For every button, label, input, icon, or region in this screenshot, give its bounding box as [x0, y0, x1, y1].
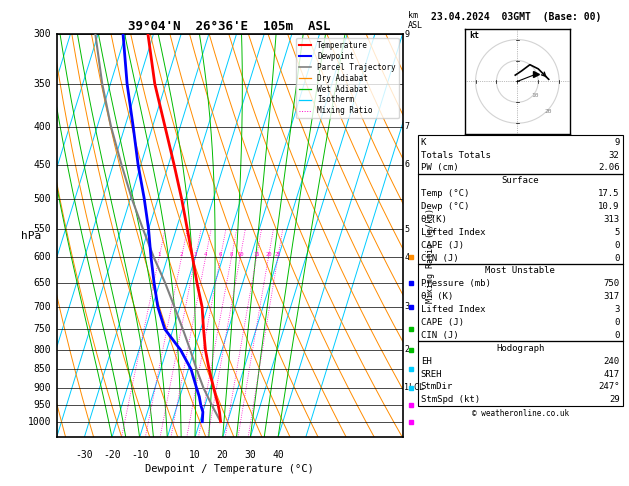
Text: hPa: hPa: [21, 231, 41, 241]
Text: CIN (J): CIN (J): [421, 331, 459, 340]
Text: 800: 800: [34, 345, 52, 355]
Text: 6: 6: [219, 252, 222, 257]
Text: 20: 20: [265, 252, 272, 257]
Text: 750: 750: [603, 279, 620, 288]
Text: 750: 750: [34, 324, 52, 334]
Text: -30: -30: [75, 450, 93, 459]
Text: 2: 2: [404, 346, 409, 354]
Text: PW (cm): PW (cm): [421, 163, 459, 173]
Text: 0: 0: [614, 241, 620, 250]
Text: 700: 700: [34, 302, 52, 312]
Text: 2.06: 2.06: [598, 163, 620, 173]
Text: K: K: [421, 138, 426, 147]
Text: θᵉ(K): θᵉ(K): [421, 215, 448, 224]
Text: 17.5: 17.5: [598, 189, 620, 198]
Text: 300: 300: [34, 29, 52, 39]
Text: 417: 417: [603, 369, 620, 379]
Text: 950: 950: [34, 400, 52, 410]
Text: 3: 3: [614, 305, 620, 314]
Text: Lifted Index: Lifted Index: [421, 228, 486, 237]
Text: 317: 317: [603, 292, 620, 301]
Text: 9: 9: [614, 138, 620, 147]
Text: 30: 30: [245, 450, 256, 459]
Text: kt: kt: [469, 31, 479, 39]
Text: Temp (°C): Temp (°C): [421, 189, 469, 198]
Text: 40: 40: [272, 450, 284, 459]
Text: 4: 4: [204, 252, 207, 257]
Text: Dewp (°C): Dewp (°C): [421, 202, 469, 211]
Text: 15: 15: [253, 252, 260, 257]
Text: 6: 6: [404, 160, 409, 169]
Text: Mixing Ratio (g/kg): Mixing Ratio (g/kg): [426, 208, 435, 303]
Text: 850: 850: [34, 364, 52, 374]
Text: Dewpoint / Temperature (°C): Dewpoint / Temperature (°C): [145, 464, 314, 474]
Text: θᵉ (K): θᵉ (K): [421, 292, 453, 301]
Text: 5: 5: [404, 225, 409, 234]
Text: km
ASL: km ASL: [408, 11, 423, 30]
Text: StmDir: StmDir: [421, 382, 453, 391]
Text: 600: 600: [34, 252, 52, 262]
Text: StmSpd (kt): StmSpd (kt): [421, 395, 480, 404]
Text: 10: 10: [531, 93, 538, 98]
Title: 39°04'N  26°36'E  105m  ASL: 39°04'N 26°36'E 105m ASL: [128, 20, 331, 33]
Text: 20: 20: [545, 109, 552, 114]
Text: 10.9: 10.9: [598, 202, 620, 211]
Text: 0: 0: [614, 331, 620, 340]
Text: 313: 313: [603, 215, 620, 224]
Text: 20: 20: [217, 450, 228, 459]
Text: 3: 3: [404, 302, 409, 312]
Text: EH: EH: [421, 357, 431, 365]
Text: Lifted Index: Lifted Index: [421, 305, 486, 314]
Text: 350: 350: [34, 79, 52, 88]
Text: 0: 0: [614, 318, 620, 327]
Text: 650: 650: [34, 278, 52, 288]
Text: CIN (J): CIN (J): [421, 254, 459, 262]
Text: Pressure (mb): Pressure (mb): [421, 279, 491, 288]
Text: Totals Totals: Totals Totals: [421, 151, 491, 159]
Text: 29: 29: [609, 395, 620, 404]
Text: © weatheronline.co.uk: © weatheronline.co.uk: [472, 409, 569, 418]
Text: 500: 500: [34, 193, 52, 204]
Text: 2: 2: [180, 252, 183, 257]
Text: 32: 32: [609, 151, 620, 159]
Text: 240: 240: [603, 357, 620, 365]
Text: 400: 400: [34, 122, 52, 132]
Text: 9: 9: [404, 30, 409, 38]
Text: 7: 7: [404, 122, 409, 131]
Text: CAPE (J): CAPE (J): [421, 241, 464, 250]
Text: Hodograph: Hodograph: [496, 344, 544, 353]
Text: 1LCL: 1LCL: [404, 383, 425, 392]
Text: 10: 10: [189, 450, 201, 459]
Text: 900: 900: [34, 383, 52, 393]
Text: CAPE (J): CAPE (J): [421, 318, 464, 327]
Text: -20: -20: [103, 450, 121, 459]
Text: 4: 4: [404, 253, 409, 261]
Text: 550: 550: [34, 224, 52, 234]
Text: Most Unstable: Most Unstable: [485, 266, 555, 276]
Text: 3: 3: [194, 252, 197, 257]
Text: 1: 1: [157, 252, 161, 257]
Text: 8: 8: [230, 252, 233, 257]
Text: 25: 25: [275, 252, 281, 257]
Text: Surface: Surface: [501, 176, 539, 185]
Text: 1000: 1000: [28, 417, 52, 427]
Text: 23.04.2024  03GMT  (Base: 00): 23.04.2024 03GMT (Base: 00): [431, 12, 601, 22]
Text: 450: 450: [34, 159, 52, 170]
Text: 247°: 247°: [598, 382, 620, 391]
Legend: Temperature, Dewpoint, Parcel Trajectory, Dry Adiabat, Wet Adiabat, Isotherm, Mi: Temperature, Dewpoint, Parcel Trajectory…: [296, 38, 399, 119]
Text: -10: -10: [131, 450, 148, 459]
Text: 0: 0: [614, 254, 620, 262]
Text: 5: 5: [614, 228, 620, 237]
Text: SREH: SREH: [421, 369, 442, 379]
Text: 0: 0: [164, 450, 170, 459]
Text: 10: 10: [237, 252, 243, 257]
